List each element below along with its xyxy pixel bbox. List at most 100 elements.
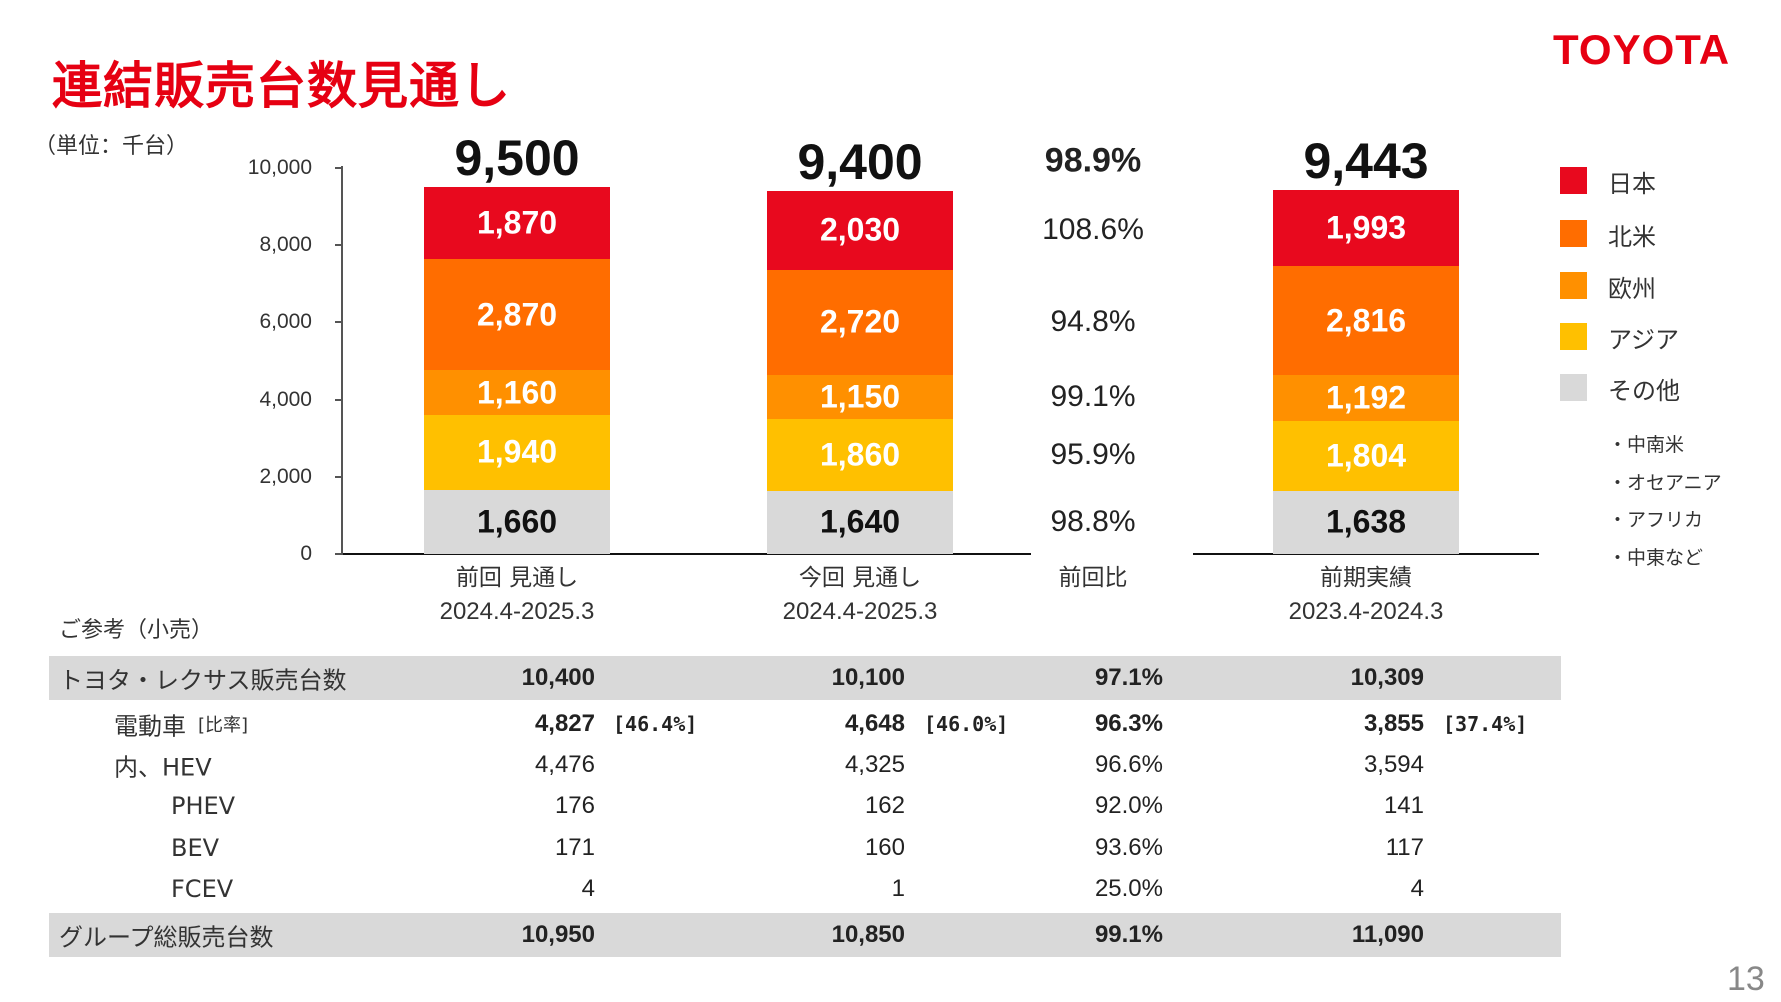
category-label: 前回 見通し [455, 565, 579, 591]
cell-c2: 4,325 [844, 751, 905, 778]
cell-c3: 92.0% [1094, 792, 1163, 819]
y-tick-label: 10,000 [247, 156, 312, 179]
bar-segment-label: 2,870 [476, 296, 558, 333]
bar-segment-label: 2,030 [819, 211, 901, 248]
y-tick-label: 4,000 [259, 387, 312, 411]
y-tick-mark [335, 553, 343, 555]
y-axis-line [341, 166, 343, 555]
ratio-label: 99.1% [1050, 379, 1136, 413]
cell-c4: 11,090 [1351, 921, 1424, 948]
row-label: トヨタ・レクサス販売台数 [59, 666, 347, 695]
cell-c4: 117 [1385, 834, 1424, 861]
cell-c1: 4,827 [534, 710, 595, 737]
table-row: FCEV 4 1 25.0% 4 [49, 867, 1561, 911]
bar-segment-label: 1,160 [476, 374, 558, 411]
y-tick-mark [335, 475, 343, 478]
share-bracket: [46.4%] [613, 712, 698, 736]
legend-label: 欧州 [1608, 275, 1656, 303]
bar-segment-その他 [424, 489, 610, 554]
cell-c3: 96.6% [1094, 751, 1163, 778]
cell-c4: 141 [1383, 792, 1424, 819]
cell-c3: 97.1% [1094, 664, 1163, 691]
legend-label: 北米 [1608, 223, 1656, 251]
bar-segment-label: 1,638 [1325, 503, 1407, 540]
y-tick-mark [335, 398, 343, 401]
bar-segment-label: 1,640 [819, 503, 901, 540]
category-label: 前期実績 [1320, 565, 1412, 591]
legend-other-note: ・中東など [1608, 547, 1704, 569]
bar-segment-label: 1,192 [1325, 379, 1407, 416]
ratio-total: 98.9% [1044, 141, 1142, 180]
bar-segment-その他 [767, 490, 953, 554]
cell-c2: 10,100 [831, 664, 905, 691]
unit-label: （単位：千台） [34, 134, 189, 159]
bar-segment-北米 [1273, 266, 1459, 376]
share-bracket: [37.4%] [1443, 712, 1528, 736]
bar-total-label: 9,400 [797, 134, 923, 191]
cell-c1: 4 [581, 875, 595, 902]
bar-segment-アジア [767, 418, 953, 491]
cell-c3: 96.3% [1094, 710, 1163, 737]
y-tick-label: 8,000 [259, 233, 312, 257]
y-tick-label: 0 [300, 542, 312, 565]
cell-c1: 176 [554, 792, 595, 819]
bar-segment-北米 [767, 269, 953, 375]
y-tick-mark [335, 167, 343, 169]
legend-label: 日本 [1608, 170, 1656, 198]
bar-segment-label: 2,816 [1325, 302, 1407, 339]
bar-total-label: 9,500 [454, 130, 580, 187]
ratio-label: 98.8% [1050, 505, 1136, 539]
table-row: PHEV 176 162 92.0% 141 [49, 784, 1561, 828]
bar-segment-その他 [1273, 490, 1459, 554]
ratio-label: 94.8% [1050, 305, 1136, 338]
cell-c2: 10,850 [831, 921, 905, 948]
x-axis-line-prior [1193, 553, 1539, 555]
bar-segment-欧州 [767, 374, 953, 419]
cell-c2: 1 [891, 875, 905, 902]
row-label: 電動車 [114, 712, 186, 741]
row-label-suffix: [比率] [198, 715, 249, 736]
legend-label: その他 [1608, 377, 1680, 405]
y-tick-label: 6,000 [259, 310, 312, 334]
cell-c2: 162 [864, 792, 905, 819]
table-row: BEV 171 160 93.6% 117 [49, 826, 1561, 870]
row-label: BEV [171, 834, 220, 862]
legend-other-note: ・オセアニア [1608, 472, 1722, 494]
cell-c3: 93.6% [1094, 834, 1163, 861]
category-period: 2024.4-2025.3 [439, 598, 595, 625]
cell-c1: 10,400 [521, 664, 595, 691]
page-title: 連結販売台数見通し [52, 57, 511, 115]
toyota-logo: TOYOTA [1553, 26, 1731, 73]
row-label: 内、HEV [114, 753, 212, 782]
legend-other-note: ・アフリカ [1608, 509, 1704, 531]
bar-segment-日本 [1273, 189, 1459, 267]
cell-c4: 4 [1410, 875, 1424, 902]
page-number: 13 [1727, 960, 1765, 998]
row-label: PHEV [171, 792, 236, 820]
category-period: 2024.4-2025.3 [782, 598, 938, 625]
bar-segment-label: 1,940 [476, 433, 558, 470]
y-tick-label: 2,000 [259, 464, 312, 488]
bar-segment-label: 1,870 [476, 204, 558, 241]
bar-segment-label: 1,150 [819, 378, 901, 415]
cell-c4: 3,594 [1363, 751, 1424, 778]
bar-segment-label: 1,860 [819, 436, 901, 473]
cell-c3: 99.1% [1094, 921, 1163, 948]
bar-segment-日本 [424, 187, 610, 260]
bar-segment-北米 [424, 259, 610, 371]
ratio-header: 前回比 [1058, 565, 1128, 591]
table-caption: ご参考（小売） [59, 618, 214, 643]
cell-c1: 10,950 [521, 921, 595, 948]
y-tick-mark [335, 321, 343, 324]
share-bracket: [46.0%] [924, 712, 1009, 736]
cell-c4: 3,855 [1363, 710, 1424, 737]
legend-label: アジア [1608, 326, 1680, 354]
table-row: グループ総販売台数 10,950 10,850 99.1% 11,090 [49, 913, 1561, 957]
category-label: 今回 見通し [798, 565, 922, 591]
bar-segment-アジア [1273, 421, 1459, 491]
bar-segment-label: 1,804 [1325, 437, 1407, 474]
row-label: FCEV [171, 875, 234, 903]
bar-segment-欧州 [1273, 375, 1459, 422]
legend-swatch-北米 [1560, 220, 1587, 247]
table-row: トヨタ・レクサス販売台数 10,400 10,100 97.1% 10,309 [49, 656, 1561, 700]
